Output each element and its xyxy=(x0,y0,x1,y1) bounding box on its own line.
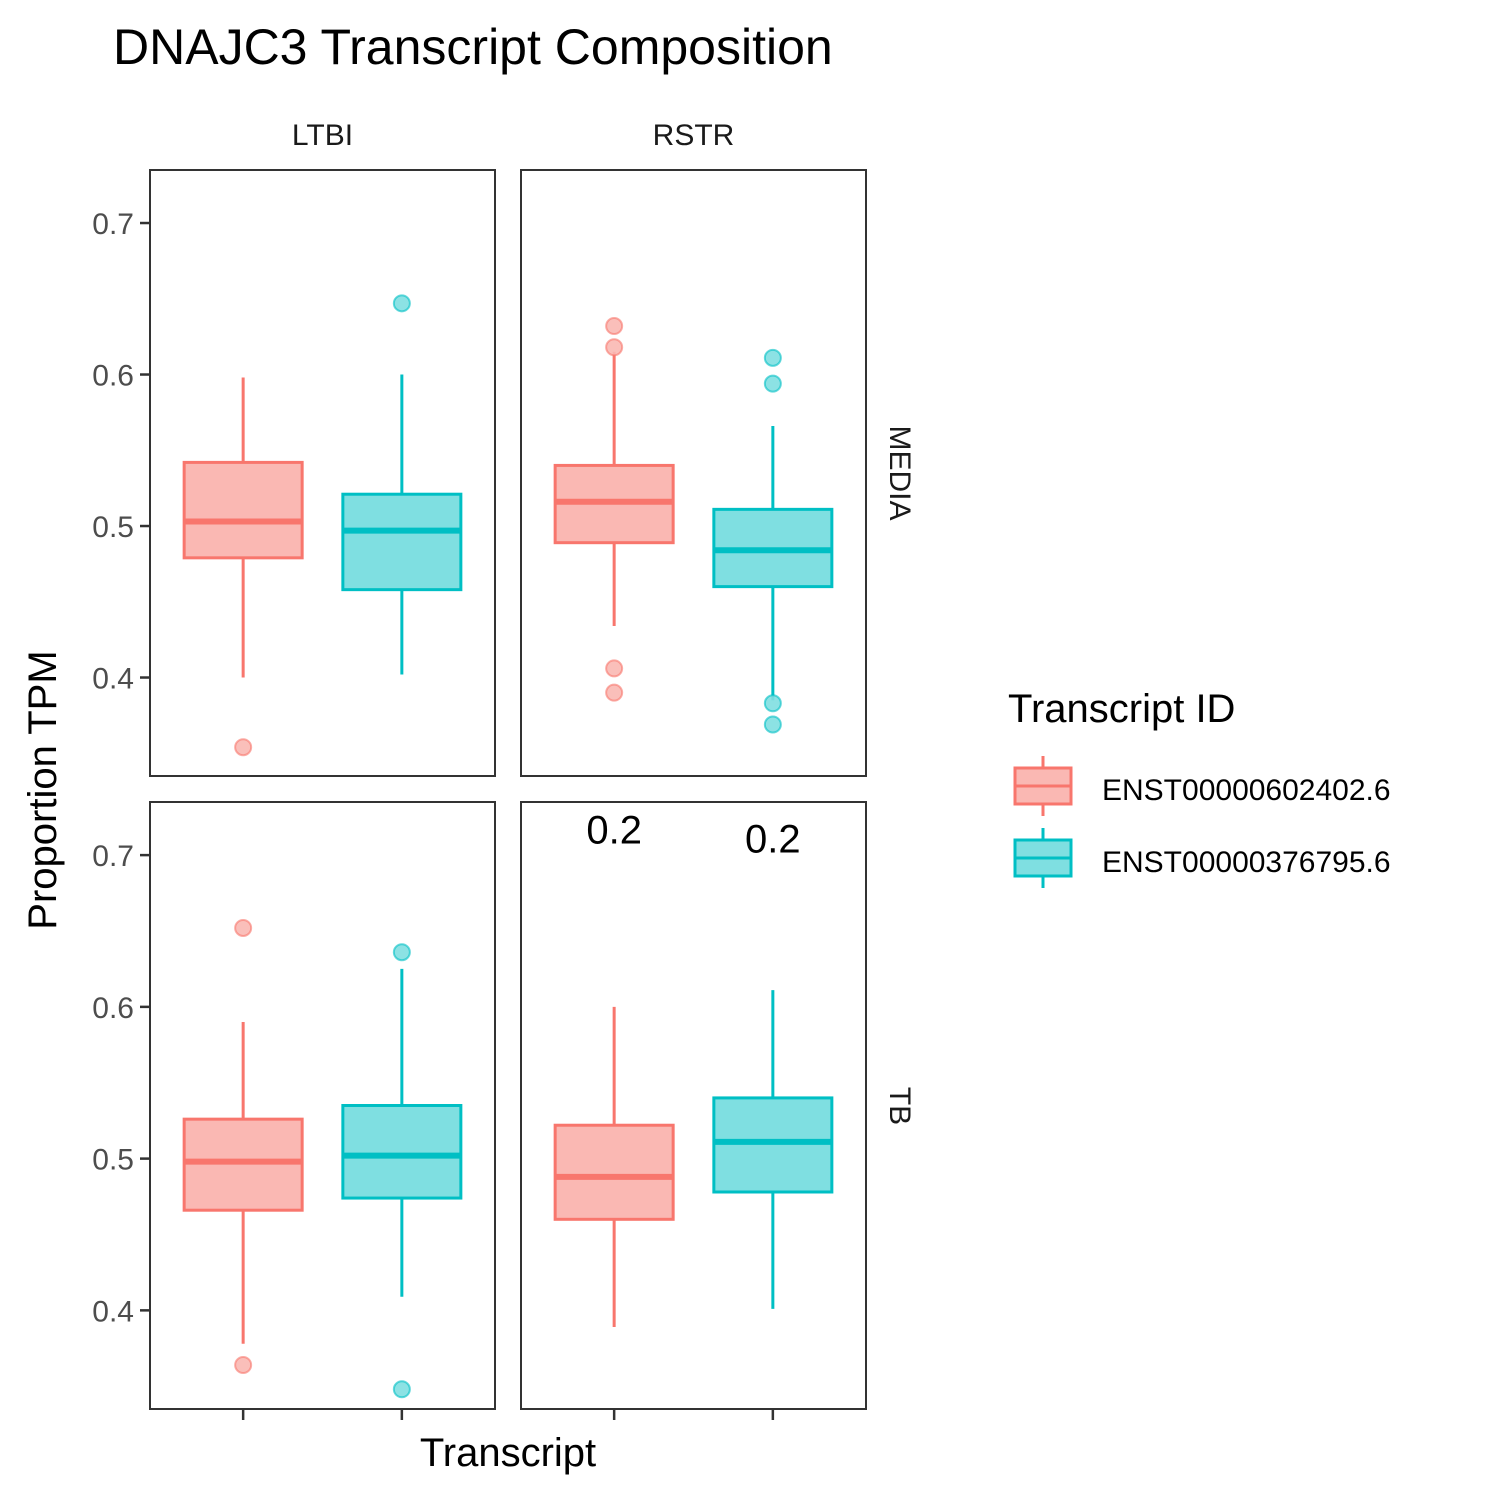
outlier-ltbi-tb-enst00000602402-6-0 xyxy=(234,918,253,937)
box-ltbi-media-enst00000602402-6 xyxy=(182,460,304,560)
strip-label-rstr: RSTR xyxy=(653,119,735,152)
legend-label-ens376795: ENST00000376795.6 xyxy=(1102,846,1391,879)
y-tick-label-media-3: 0.7 xyxy=(92,208,134,241)
y-tick-label-tb-3: 0.7 xyxy=(92,840,134,873)
y-tick-label-tb-1: 0.5 xyxy=(92,1144,134,1177)
y-tick-label-tb-2: 0.6 xyxy=(92,992,134,1025)
outlier-ltbi-tb-enst00000376795-6-1 xyxy=(392,1380,411,1399)
outlier-rstr-media-enst00000602402-6-3 xyxy=(605,683,624,702)
x-axis-title: Transcript xyxy=(420,1431,596,1475)
box-rstr-tb-enst00000602402-6 xyxy=(553,1123,675,1221)
y-tick-label-tb-0: 0.4 xyxy=(92,1295,134,1328)
y-tick-label-media-0: 0.4 xyxy=(92,663,134,696)
y-axis-title: Proportion TPM xyxy=(21,650,65,929)
legend-title: Transcript ID xyxy=(1008,687,1235,731)
panel-border-rstr-media xyxy=(520,169,867,777)
box-ltbi-tb-enst00000376795-6 xyxy=(341,1104,463,1200)
strip-label-media: MEDIA xyxy=(883,425,916,520)
outlier-ltbi-tb-enst00000376795-6-0 xyxy=(392,943,411,962)
outlier-rstr-media-enst00000376795-6-1 xyxy=(763,374,782,393)
panel-border-rstr-tb xyxy=(520,801,867,1410)
outlier-rstr-media-enst00000376795-6-2 xyxy=(763,694,782,713)
legend-label-ens602402: ENST00000602402.6 xyxy=(1102,774,1391,807)
panel-border-ltbi-tb xyxy=(149,801,496,1410)
strip-label-tb: TB xyxy=(883,1087,916,1125)
outlier-rstr-media-enst00000602402-6-1 xyxy=(605,338,624,357)
box-ltbi-tb-enst00000602402-6 xyxy=(182,1117,304,1212)
chart-title: DNAJC3 Transcript Composition xyxy=(113,19,833,75)
annotation-label-rstr-tb-0: 0.2 xyxy=(586,808,642,852)
outlier-rstr-media-enst00000376795-6-3 xyxy=(763,715,782,734)
outlier-rstr-media-enst00000376795-6-0 xyxy=(763,348,782,367)
outlier-ltbi-tb-enst00000602402-6-1 xyxy=(234,1355,253,1374)
outlier-ltbi-media-enst00000376795-6-0 xyxy=(392,294,411,313)
strip-label-ltbi: LTBI xyxy=(292,119,353,152)
box-rstr-tb-enst00000376795-6 xyxy=(712,1096,834,1194)
box-ltbi-media-enst00000376795-6 xyxy=(341,492,463,592)
annotation-label-rstr-tb-1: 0.2 xyxy=(745,817,801,861)
outlier-rstr-media-enst00000602402-6-0 xyxy=(605,317,624,336)
y-tick-label-media-2: 0.6 xyxy=(92,360,134,393)
outlier-rstr-media-enst00000602402-6-2 xyxy=(605,659,624,678)
y-tick-label-media-1: 0.5 xyxy=(92,511,134,544)
outlier-ltbi-media-enst00000602402-6-0 xyxy=(234,738,253,757)
panel-border-ltbi-media xyxy=(149,169,496,777)
